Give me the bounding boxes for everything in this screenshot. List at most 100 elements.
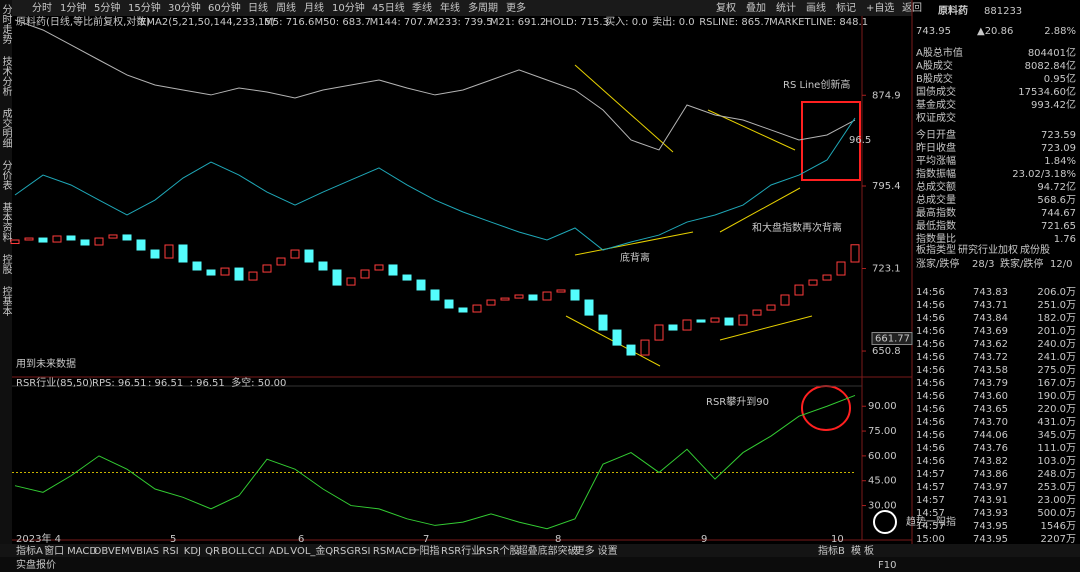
indicator-tab[interactable]: 一阳指 [410, 544, 440, 557]
period-tab[interactable]: 60分钟 [208, 1, 241, 14]
indicator-tab[interactable]: QRS [325, 546, 346, 557]
tool-button[interactable]: 标记 [836, 2, 856, 14]
tool-button[interactable]: 复权 [716, 1, 736, 14]
rs-label: 96.5 [849, 135, 871, 146]
period-tab[interactable]: 周线 [276, 1, 296, 14]
indicator-tab[interactable]: 更多 [575, 544, 595, 557]
indicator-tab[interactable]: MACD [67, 546, 97, 557]
indicator-tab[interactable]: 模 [851, 545, 861, 557]
indicator-tab[interactable]: RSMACD [373, 546, 417, 557]
x-tick-label: 10 [831, 534, 844, 545]
tick-price: 743.58 [973, 365, 1008, 376]
candle [416, 279, 426, 291]
stat-value: 1.76 [1054, 234, 1076, 245]
tool-button[interactable]: 返回 [902, 2, 922, 14]
stat-value: 8082.84亿 [1025, 59, 1076, 72]
period-tab[interactable]: 分时 [32, 2, 52, 14]
period-tab[interactable]: 日线 [248, 1, 268, 14]
board-item[interactable]: 加权 [998, 243, 1018, 256]
legend-item: EMA2(5,21,50,144,233,15) [140, 17, 275, 28]
stat-label: 基金成交 [916, 98, 956, 111]
period-tab[interactable]: 1分钟 [60, 1, 86, 14]
side-tab[interactable]: 基本资料 [0, 201, 12, 243]
period-tab[interactable]: 30分钟 [168, 1, 201, 14]
indicator-tab[interactable]: RSR个股 [479, 545, 519, 557]
side-tab[interactable]: 控基本 [0, 285, 12, 317]
indicator-tab[interactable]: 设置 [598, 545, 618, 557]
indicator-tab[interactable]: VOL_金 [290, 544, 325, 557]
candle [192, 261, 202, 271]
period-tab[interactable]: 5分钟 [94, 1, 120, 14]
annotation: RS Line创新高 [783, 78, 850, 91]
tick-volume: 275.0万 [1037, 365, 1076, 376]
candle [318, 261, 328, 271]
indicator-tab[interactable]: QR [205, 546, 220, 557]
period-tab[interactable]: 45日线 [372, 1, 405, 14]
candle [500, 297, 510, 301]
indicator-tab[interactable]: GRSI [347, 546, 371, 557]
tool-button[interactable]: 画线 [806, 1, 826, 14]
tool-button[interactable]: +自选 [866, 1, 894, 14]
stat-label: 指数量比 [916, 232, 956, 245]
x-tick-label: 7 [423, 534, 429, 545]
side-tab[interactable]: 分价表 [0, 160, 12, 191]
indicator-tab[interactable]: EMV [115, 546, 137, 557]
board-item[interactable]: 研究行业 [958, 243, 998, 256]
indicator-legend: : 96.51 [148, 378, 183, 389]
period-tab[interactable]: 月线 [304, 1, 324, 14]
side-tab[interactable]: 分时走势 [0, 4, 12, 45]
tick-volume: 103.0万 [1037, 456, 1076, 467]
x-tick-label: 5 [170, 534, 176, 545]
tick-time: 14:56 [916, 300, 945, 311]
period-tab[interactable]: 更多 [506, 1, 526, 14]
indicator-tab[interactable]: KDJ [184, 546, 201, 557]
side-tab[interactable]: 控股 [0, 253, 12, 275]
indicator-tab[interactable]: RSR行业 [441, 544, 481, 557]
indicator-tab[interactable]: CCI [248, 546, 265, 557]
indicator-tab[interactable]: BOLL [221, 546, 247, 557]
candle [780, 294, 790, 306]
tick-volume: 206.0万 [1037, 287, 1076, 298]
y-tick-label: 874.9 [872, 90, 901, 101]
stat-label: 昨日收盘 [916, 141, 956, 154]
annotation: 底背离 [620, 251, 650, 264]
indicator-tab[interactable]: 板 [864, 544, 874, 557]
period-tab[interactable]: 10分钟 [332, 1, 365, 14]
period-tab[interactable]: 多周期 [468, 1, 498, 14]
candle [696, 319, 706, 323]
indicator-tab[interactable]: RSI [163, 546, 179, 557]
indicator-tab[interactable]: ADL [269, 546, 290, 557]
candle [402, 274, 412, 281]
breadth: 涨家/跌停 [916, 257, 959, 270]
candle [542, 291, 552, 301]
legend-item: M50: 683.7 [314, 17, 371, 28]
tick-volume: 167.0万 [1037, 378, 1076, 389]
indicator-tab[interactable]: 超叠底部突破 [518, 544, 578, 557]
f10: F10 [878, 560, 896, 571]
tool-button[interactable]: 叠加 [746, 2, 766, 14]
indicator-tab[interactable]: OBV [94, 546, 115, 557]
candle [850, 244, 860, 263]
wechat-icon [873, 510, 897, 534]
indicator-title: RSR行业(85,50) [16, 376, 93, 389]
board-item[interactable]: 成份股 [1020, 244, 1050, 256]
tick-time: 14:56 [916, 313, 945, 324]
indicator-tab[interactable]: 指标A [16, 544, 43, 557]
stat-label: 权证成交 [916, 111, 956, 124]
change: ▲20.86 [977, 26, 1013, 37]
tool-button[interactable]: 统计 [776, 1, 796, 14]
candle [38, 237, 48, 243]
stat-label: 总成交量 [916, 193, 956, 206]
side-tab[interactable]: 技术分析 [0, 55, 12, 97]
tick-volume: 248.0万 [1037, 469, 1076, 480]
tick-price: 743.95 [973, 534, 1008, 545]
indicator-tab[interactable]: 窗口 [44, 544, 64, 557]
tick-price: 743.93 [973, 508, 1008, 519]
period-tab[interactable]: 年线 [440, 1, 460, 14]
side-tab[interactable]: 成交明细 [0, 108, 12, 148]
period-tab[interactable]: 季线 [412, 1, 432, 14]
period-tab[interactable]: 15分钟 [128, 1, 161, 14]
indicator-tab[interactable]: 指标B [818, 544, 845, 557]
candle [738, 314, 748, 326]
indicator-tab[interactable]: BIAS [136, 546, 159, 557]
